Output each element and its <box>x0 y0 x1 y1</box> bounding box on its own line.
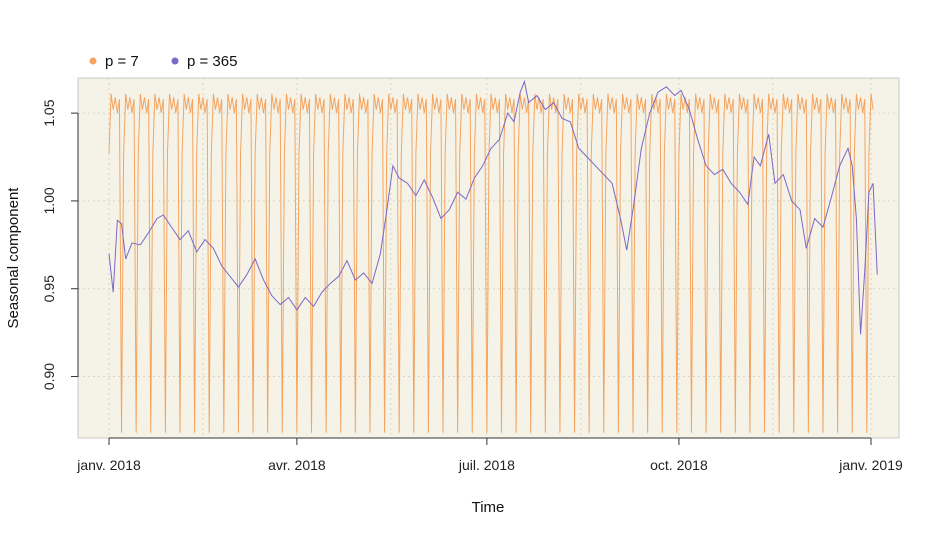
y-tick-label: 1.00 <box>41 187 57 214</box>
x-tick-label: juil. 2018 <box>458 457 515 473</box>
x-axis-title: Time <box>472 499 505 516</box>
y-tick-label: 0.90 <box>41 363 57 390</box>
legend-label-p365: p = 365 <box>187 53 237 70</box>
legend: p = 7 p = 365 <box>89 53 237 70</box>
axes-layer: janv. 2018 avr. 2018 juil. 2018 oct. 2018 ja… <box>41 99 903 473</box>
y-tick-label: 1.05 <box>41 99 57 126</box>
legend-marker-p7 <box>89 57 97 65</box>
series-line-p7 <box>108 93 874 433</box>
series-line-p365 <box>108 79 878 335</box>
legend-marker-p365 <box>171 57 179 65</box>
series-layer <box>108 79 878 433</box>
x-tick-label: avr. 2018 <box>268 457 326 473</box>
x-tick-label: oct. 2018 <box>650 457 708 473</box>
x-tick-label: janv. 2018 <box>76 457 141 473</box>
legend-label-p7: p = 7 <box>105 53 139 70</box>
y-tick-label: 0.95 <box>41 275 57 302</box>
y-axis-title: Seasonal component <box>5 187 22 329</box>
x-tick-label: janv. 2019 <box>838 457 903 473</box>
